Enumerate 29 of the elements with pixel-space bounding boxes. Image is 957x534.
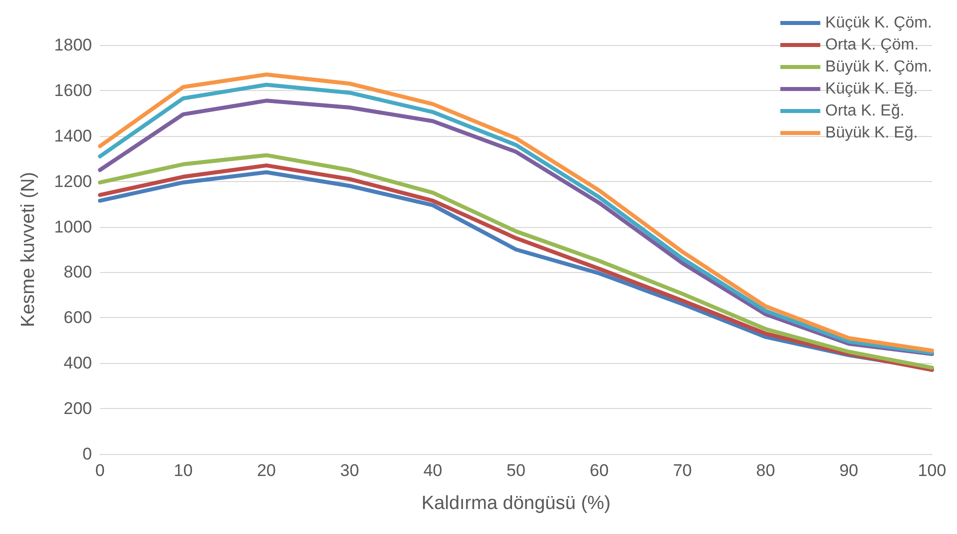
legend-label: Küçük K. Eğ.	[825, 80, 918, 98]
x-tick-label: 90	[839, 461, 858, 480]
x-tick-label: 40	[423, 461, 442, 480]
y-tick-label: 1600	[54, 80, 92, 100]
legend-label: Küçük K. Çöm.	[825, 14, 932, 32]
y-tick-label: 1200	[54, 172, 92, 191]
legend-label: Büyük K. Çöm.	[825, 58, 932, 76]
x-tick-label: 20	[256, 461, 276, 480]
y-tick-label: 200	[64, 399, 92, 418]
y-axis-title: Kesme kuvveti (N)	[18, 172, 39, 328]
y-tick-label: 0	[82, 444, 92, 464]
legend-label: Orta K. Çöm.	[825, 36, 919, 54]
x-tick-label: 10	[174, 461, 193, 480]
y-tick-label: 1400	[54, 126, 92, 146]
x-tick-label: 80	[756, 461, 776, 480]
x-tick-label: 0	[95, 461, 105, 480]
x-tick-label: 50	[506, 461, 526, 480]
x-axis-title: Kaldırma döngüsü (%)	[421, 493, 611, 514]
x-tick-label: 60	[590, 461, 609, 480]
y-tick-label: 400	[64, 354, 92, 373]
y-tick-label: 800	[64, 262, 92, 282]
x-tick-label: 70	[672, 461, 692, 480]
y-tick-label: 1000	[54, 217, 92, 236]
y-tick-label: 1800	[54, 36, 92, 54]
y-tick-label: 600	[64, 308, 92, 328]
legend-label: Büyük K. Eğ.	[825, 124, 918, 142]
x-tick-label: 30	[340, 461, 360, 480]
x-tick-label: 100	[918, 461, 946, 480]
legend-label: Orta K. Eğ.	[825, 102, 904, 120]
